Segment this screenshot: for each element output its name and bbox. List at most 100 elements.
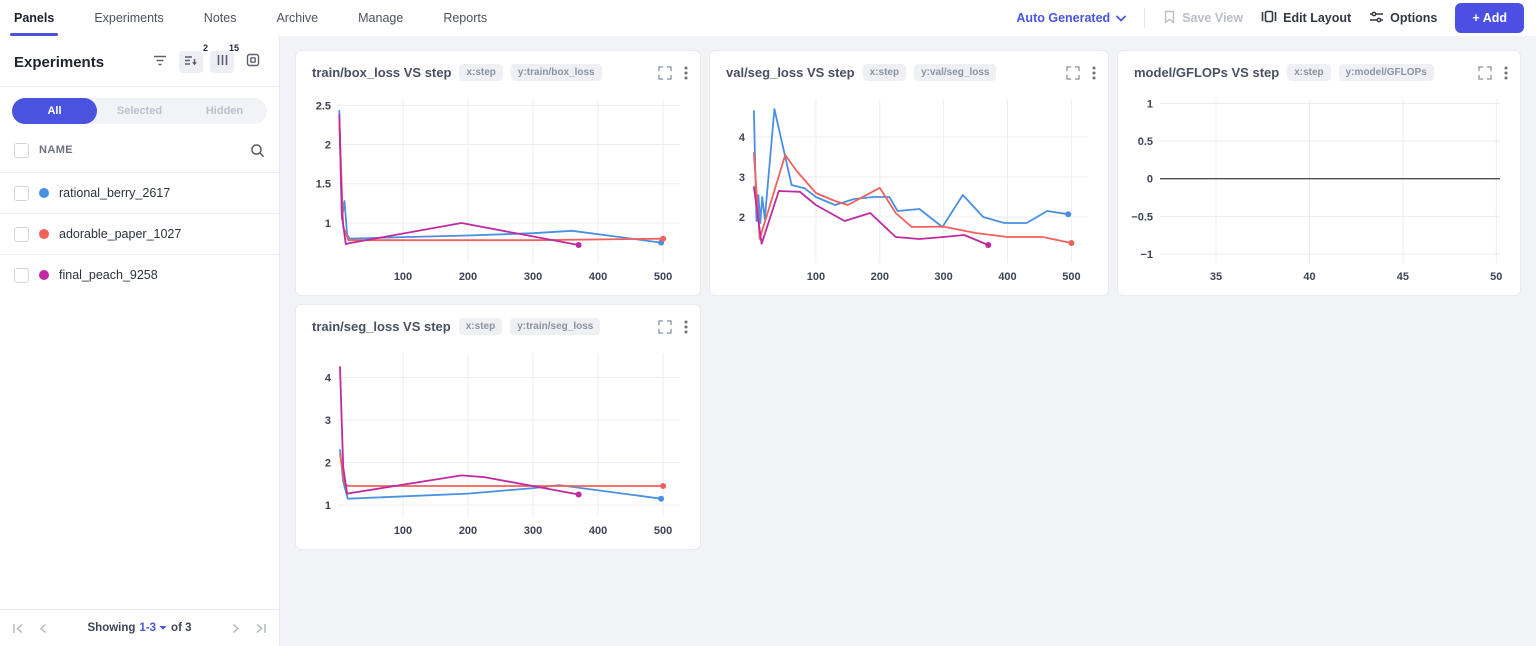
y-axis-badge: y:train/seg_loss xyxy=(510,318,601,335)
view-selector-label: Auto Generated xyxy=(1016,11,1111,25)
options-button[interactable]: Options xyxy=(1369,11,1437,26)
panel-title: model/GFLOPs VS step xyxy=(1134,65,1280,80)
svg-text:50: 50 xyxy=(1490,271,1502,283)
group-button[interactable] xyxy=(241,51,265,73)
svg-text:1: 1 xyxy=(1147,99,1153,111)
svg-text:2: 2 xyxy=(739,212,745,224)
showing-label: Showing xyxy=(87,622,136,634)
svg-text:200: 200 xyxy=(871,271,889,283)
row-checkbox[interactable] xyxy=(14,185,29,201)
experiment-name: rational_berry_2617 xyxy=(59,186,171,200)
svg-text:−0.5: −0.5 xyxy=(1131,211,1153,223)
bookmark-icon xyxy=(1163,10,1176,27)
row-checkbox[interactable] xyxy=(14,226,29,242)
select-all-checkbox[interactable] xyxy=(14,142,29,158)
line-chart[interactable]: 100 200 300 400 500 2 3 4 xyxy=(716,91,1102,289)
first-page-icon[interactable] xyxy=(12,623,25,634)
kebab-menu-icon[interactable] xyxy=(1504,66,1508,80)
nav-tabs: Panels Experiments Notes Archive Manage … xyxy=(10,0,523,36)
prev-page-icon[interactable] xyxy=(39,623,47,634)
expand-icon[interactable] xyxy=(1066,65,1080,80)
nav-tab-archive[interactable]: Archive xyxy=(276,11,319,25)
options-label: Options xyxy=(1390,11,1438,25)
kebab-menu-icon[interactable] xyxy=(1092,66,1096,80)
kebab-menu-icon[interactable] xyxy=(684,66,688,80)
panel-title: val/seg_loss VS step xyxy=(726,65,855,80)
experiment-row[interactable]: adorable_paper_1027 xyxy=(0,213,279,254)
edit-layout-button[interactable]: Edit Layout xyxy=(1261,10,1351,26)
line-chart[interactable]: 100 200 300 400 500 1 1.5 2 2.5 xyxy=(302,91,694,289)
chart-panel-val-seg-loss: val/seg_loss VS step x:step y:val/seg_lo… xyxy=(709,50,1109,296)
view-selector-dropdown[interactable]: Auto Generated xyxy=(1016,11,1127,25)
nav-tab-panels[interactable]: Panels xyxy=(10,0,59,36)
x-axis-badge: x:step xyxy=(1287,64,1331,81)
expand-icon[interactable] xyxy=(1478,65,1492,80)
nav-tab-experiments[interactable]: Experiments xyxy=(94,11,164,25)
filter-button[interactable] xyxy=(148,51,172,73)
nav-tab-reports[interactable]: Reports xyxy=(443,11,488,25)
panel-title: train/box_loss VS step xyxy=(312,65,452,80)
svg-text:0.5: 0.5 xyxy=(1138,136,1153,148)
y-axis-badge: y:val/seg_loss xyxy=(914,64,997,81)
kebab-menu-icon[interactable] xyxy=(684,320,688,334)
svg-text:1: 1 xyxy=(325,218,331,230)
experiment-name: final_peach_9258 xyxy=(59,268,158,282)
svg-text:35: 35 xyxy=(1210,271,1222,283)
sidebar-title: Experiments xyxy=(14,53,105,71)
experiment-filter-tabs: All Selected Hidden xyxy=(12,98,267,124)
filter-icon xyxy=(153,53,167,71)
svg-text:1.5: 1.5 xyxy=(316,179,331,191)
svg-text:45: 45 xyxy=(1397,271,1409,283)
svg-text:400: 400 xyxy=(998,271,1016,283)
columns-count-badge: 15 xyxy=(228,43,239,53)
svg-text:2: 2 xyxy=(325,458,331,470)
experiments-table-header: NAME xyxy=(0,128,279,172)
nav-tab-notes[interactable]: Notes xyxy=(203,11,237,25)
of-total-label: of 3 xyxy=(171,622,192,634)
expand-icon[interactable] xyxy=(658,65,672,80)
sort-count-badge: 2 xyxy=(202,43,208,53)
nav-tab-manage[interactable]: Manage xyxy=(358,11,404,25)
tab-hidden[interactable]: Hidden xyxy=(205,105,244,117)
sort-icon xyxy=(184,53,198,71)
expand-icon[interactable] xyxy=(658,319,672,334)
svg-text:100: 100 xyxy=(394,271,412,283)
experiment-row[interactable]: final_peach_9258 xyxy=(0,254,279,295)
row-checkbox[interactable] xyxy=(14,267,29,283)
last-page-icon[interactable] xyxy=(254,623,267,634)
svg-text:300: 300 xyxy=(934,271,952,283)
svg-text:0: 0 xyxy=(1147,174,1153,186)
x-axis-badge: x:step xyxy=(458,318,503,335)
next-page-icon[interactable] xyxy=(232,623,240,634)
svg-text:40: 40 xyxy=(1303,271,1315,283)
svg-text:100: 100 xyxy=(807,271,825,283)
search-icon[interactable] xyxy=(250,143,265,158)
experiments-sidebar: Experiments 2 15 xyxy=(0,36,280,646)
svg-text:−1: −1 xyxy=(1140,249,1153,261)
svg-text:100: 100 xyxy=(394,525,412,537)
sort-button[interactable]: 2 xyxy=(179,43,208,73)
svg-text:4: 4 xyxy=(325,373,332,385)
edit-layout-label: Edit Layout xyxy=(1283,11,1352,25)
save-view-button[interactable]: Save View xyxy=(1163,10,1243,27)
tab-selected[interactable]: Selected xyxy=(116,105,163,117)
tab-all[interactable]: All xyxy=(12,98,97,124)
line-chart[interactable]: 35 40 45 50 −1 −0.5 0 0.5 1 xyxy=(1124,91,1514,289)
svg-text:200: 200 xyxy=(459,525,477,537)
add-button[interactable]: + Add xyxy=(1455,3,1524,33)
experiment-name: adorable_paper_1027 xyxy=(59,227,182,241)
toolbar-divider xyxy=(1144,8,1146,28)
toolbar: Auto Generated Save View Edit Layout Opt… xyxy=(1016,0,1524,36)
group-icon xyxy=(246,53,260,72)
svg-text:2.5: 2.5 xyxy=(316,100,331,112)
svg-text:300: 300 xyxy=(524,525,542,537)
experiment-row[interactable]: rational_berry_2617 xyxy=(0,172,279,213)
columns-icon xyxy=(216,53,229,71)
columns-button[interactable]: 15 xyxy=(210,43,239,73)
svg-text:500: 500 xyxy=(1062,271,1080,283)
line-chart[interactable]: 100 200 300 400 500 1 2 3 4 xyxy=(302,345,694,543)
panels-area: train/box_loss VS step x:step y:train/bo… xyxy=(280,36,1536,646)
sidebar-divider xyxy=(0,86,279,87)
page-range-dropdown[interactable]: 1-3 xyxy=(139,622,167,634)
layout-icon xyxy=(1261,10,1277,26)
